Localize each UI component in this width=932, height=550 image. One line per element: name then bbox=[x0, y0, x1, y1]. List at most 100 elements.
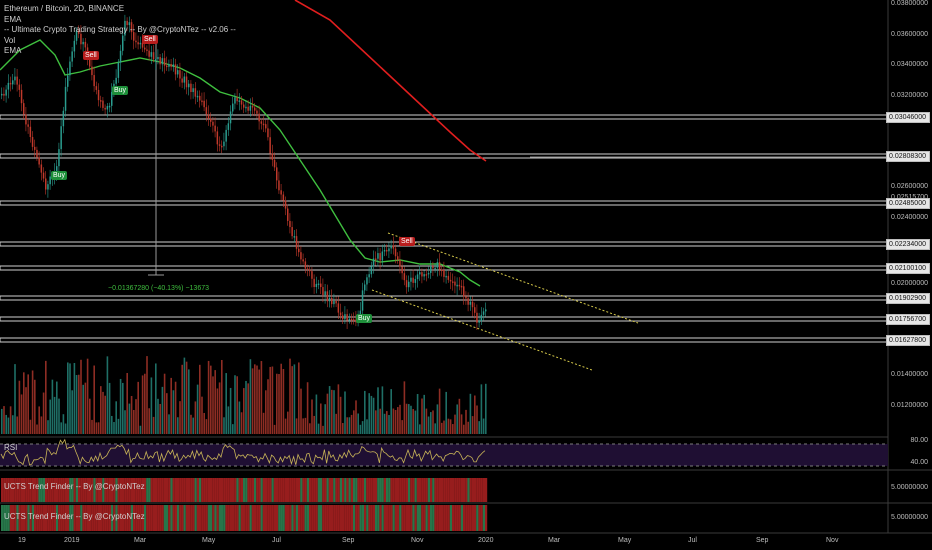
candle[interactable] bbox=[20, 89, 23, 104]
candle[interactable] bbox=[375, 258, 377, 260]
candle[interactable] bbox=[386, 249, 388, 252]
candle[interactable] bbox=[350, 318, 353, 321]
candle[interactable] bbox=[234, 97, 236, 104]
candle[interactable] bbox=[172, 64, 175, 67]
candle[interactable] bbox=[311, 271, 313, 279]
candle[interactable] bbox=[265, 124, 267, 129]
candle[interactable] bbox=[269, 137, 271, 154]
candle[interactable] bbox=[280, 190, 282, 195]
candle[interactable] bbox=[302, 259, 304, 262]
candle[interactable] bbox=[174, 64, 177, 75]
candle[interactable] bbox=[304, 261, 307, 269]
candle[interactable] bbox=[287, 208, 289, 221]
candle[interactable] bbox=[159, 57, 161, 65]
candle[interactable] bbox=[399, 260, 401, 267]
candle[interactable] bbox=[34, 146, 36, 150]
candle[interactable] bbox=[412, 277, 414, 283]
candle[interactable] bbox=[80, 33, 82, 45]
candle[interactable] bbox=[392, 245, 395, 249]
candle[interactable] bbox=[168, 64, 170, 67]
price-level-tag[interactable]: 0.03046000 bbox=[886, 112, 930, 123]
candle[interactable] bbox=[449, 279, 452, 282]
candle[interactable] bbox=[14, 76, 16, 81]
candle[interactable] bbox=[31, 136, 34, 147]
candle[interactable] bbox=[62, 110, 65, 127]
candle[interactable] bbox=[454, 281, 456, 286]
candle[interactable] bbox=[203, 100, 205, 108]
candle[interactable] bbox=[348, 318, 351, 321]
candle[interactable] bbox=[190, 83, 192, 93]
candle[interactable] bbox=[205, 107, 208, 115]
candle[interactable] bbox=[359, 310, 362, 315]
candle[interactable] bbox=[278, 180, 280, 191]
candle[interactable] bbox=[212, 121, 214, 126]
candle[interactable] bbox=[38, 157, 40, 165]
candle[interactable] bbox=[16, 76, 18, 85]
candle[interactable] bbox=[104, 107, 106, 110]
candle[interactable] bbox=[240, 100, 243, 105]
candle[interactable] bbox=[419, 272, 421, 275]
candle[interactable] bbox=[315, 283, 318, 288]
candle[interactable] bbox=[251, 105, 254, 108]
support-resistance-lines[interactable] bbox=[0, 114, 889, 343]
candle[interactable] bbox=[317, 283, 320, 286]
candle[interactable] bbox=[225, 129, 227, 142]
candle[interactable] bbox=[388, 248, 390, 252]
candle[interactable] bbox=[185, 76, 188, 88]
candle[interactable] bbox=[69, 61, 71, 76]
candle[interactable] bbox=[423, 274, 425, 277]
candle[interactable] bbox=[100, 100, 102, 102]
candle[interactable] bbox=[95, 86, 98, 90]
candle[interactable] bbox=[445, 275, 447, 278]
candle[interactable] bbox=[135, 40, 137, 43]
candle[interactable] bbox=[47, 184, 49, 190]
candle[interactable] bbox=[97, 89, 100, 101]
candle[interactable] bbox=[430, 266, 432, 273]
candle[interactable] bbox=[25, 114, 27, 125]
indicator-ema-1[interactable]: EMA bbox=[4, 14, 22, 24]
candle[interactable] bbox=[256, 110, 258, 114]
price-level-tag[interactable]: 0.02100100 bbox=[886, 263, 930, 274]
candle[interactable] bbox=[236, 97, 238, 102]
candle[interactable] bbox=[227, 123, 230, 130]
candle[interactable] bbox=[152, 52, 155, 60]
candle[interactable] bbox=[243, 104, 245, 108]
candle[interactable] bbox=[463, 286, 465, 297]
candle[interactable] bbox=[438, 262, 441, 270]
candle[interactable] bbox=[221, 145, 223, 148]
candle[interactable] bbox=[144, 47, 146, 50]
candle[interactable] bbox=[130, 22, 133, 33]
candle[interactable] bbox=[328, 297, 331, 302]
candle[interactable] bbox=[56, 166, 58, 172]
candle[interactable] bbox=[342, 315, 344, 320]
candle[interactable] bbox=[390, 245, 392, 249]
candle[interactable] bbox=[115, 77, 117, 84]
candle[interactable] bbox=[247, 106, 249, 111]
candle[interactable] bbox=[1, 93, 3, 96]
candle[interactable] bbox=[273, 159, 276, 168]
candle[interactable] bbox=[7, 82, 10, 90]
candle[interactable] bbox=[106, 106, 109, 110]
candle[interactable] bbox=[82, 41, 84, 45]
candle[interactable] bbox=[291, 227, 293, 237]
candle[interactable] bbox=[414, 279, 417, 283]
candle[interactable] bbox=[36, 149, 38, 158]
candle[interactable] bbox=[339, 312, 342, 316]
candle[interactable] bbox=[271, 153, 274, 160]
candle[interactable] bbox=[333, 300, 335, 305]
candle[interactable] bbox=[476, 312, 478, 323]
candle[interactable] bbox=[91, 66, 93, 76]
candle[interactable] bbox=[245, 106, 247, 109]
candle[interactable] bbox=[394, 248, 397, 257]
candle[interactable] bbox=[460, 285, 463, 288]
candle[interactable] bbox=[102, 100, 104, 108]
candle[interactable] bbox=[179, 70, 181, 79]
symbol-title[interactable]: Ethereum / Bitcoin, 2D, BINANCE bbox=[4, 4, 125, 13]
candle[interactable] bbox=[3, 93, 5, 96]
candle[interactable] bbox=[218, 144, 221, 146]
candle[interactable] bbox=[434, 267, 436, 270]
trend-pane-2-title[interactable]: UCTS Trend Finder -- By @CryptoNTez bbox=[4, 512, 145, 521]
candle[interactable] bbox=[12, 80, 14, 85]
candle[interactable] bbox=[214, 125, 216, 132]
candle[interactable] bbox=[408, 281, 410, 288]
